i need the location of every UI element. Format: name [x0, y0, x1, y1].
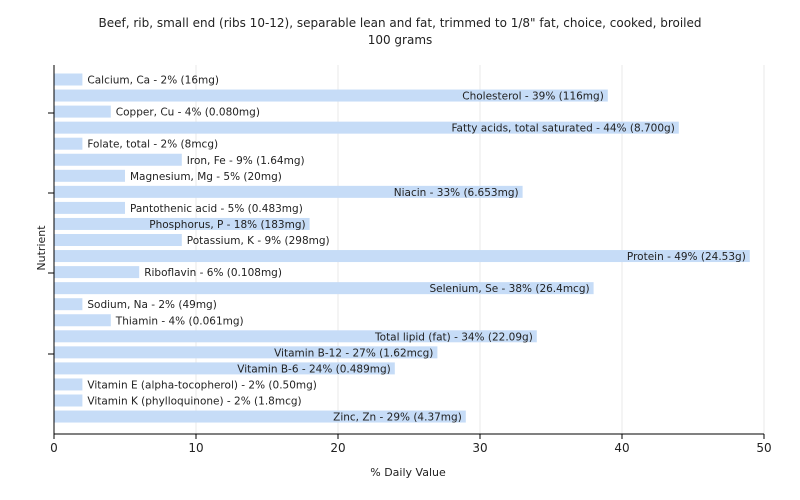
bar-label: Total lipid (fat) - 34% (22.09g) — [374, 331, 533, 343]
bar — [54, 137, 83, 150]
bar — [54, 217, 310, 230]
bar-label: Thiamin - 4% (0.061mg) — [115, 315, 244, 327]
bar-label: Cholesterol - 39% (116mg) — [462, 91, 604, 103]
bar-label: Phosphorus, P - 18% (183mg) — [149, 219, 305, 231]
chart-title: Beef, rib, small end (ribs 10-12), separ… — [98, 16, 701, 30]
bar — [54, 73, 83, 86]
x-tick-label: 0 — [50, 441, 58, 455]
y-axis-label: Nutrient — [35, 225, 48, 271]
bar — [54, 266, 140, 279]
x-tick-label: 40 — [614, 441, 629, 455]
x-tick-label: 50 — [756, 441, 771, 455]
bar-label: Calcium, Ca - 2% (16mg) — [87, 75, 219, 87]
x-tick-label: 20 — [330, 441, 345, 455]
bar — [54, 346, 438, 359]
bar — [54, 185, 523, 198]
bar — [54, 298, 83, 311]
bar-label: Vitamin K (phylloquinone) - 2% (1.8mcg) — [87, 396, 301, 408]
bar-label: Fatty acids, total saturated - 44% (8.70… — [451, 123, 674, 135]
x-tick-label: 30 — [472, 441, 487, 455]
bar-label: Sodium, Na - 2% (49mg) — [87, 299, 216, 311]
bar — [54, 394, 83, 407]
bar-label: Vitamin B-12 - 27% (1.62mcg) — [274, 347, 433, 359]
bar-label: Vitamin B-6 - 24% (0.489mg) — [237, 363, 391, 375]
bar — [54, 89, 608, 102]
bar — [54, 121, 679, 134]
bar — [54, 250, 750, 263]
bar-label: Magnesium, Mg - 5% (20mg) — [130, 171, 282, 183]
bar — [54, 282, 594, 295]
bar-label: Riboflavin - 6% (0.108mg) — [144, 267, 282, 279]
bar-label: Protein - 49% (24.53g) — [627, 251, 746, 263]
bar-label: Iron, Fe - 9% (1.64mg) — [187, 155, 305, 167]
bar-label: Niacin - 33% (6.653mg) — [394, 187, 519, 199]
bar-label: Potassium, K - 9% (298mg) — [187, 235, 330, 247]
bar-label: Copper, Cu - 4% (0.080mg) — [116, 107, 260, 119]
bar — [54, 410, 466, 423]
bar — [54, 378, 83, 391]
bar — [54, 169, 125, 182]
bar — [54, 362, 395, 375]
bar — [54, 314, 111, 327]
bar-label: Folate, total - 2% (8mcg) — [87, 139, 218, 151]
bar-label: Vitamin E (alpha-tocopherol) - 2% (0.50m… — [87, 379, 317, 391]
x-tick-label: 10 — [188, 441, 203, 455]
bar-label: Zinc, Zn - 29% (4.37mg) — [333, 412, 462, 424]
bar — [54, 201, 125, 214]
bar — [54, 153, 182, 166]
chart-subtitle: 100 grams — [368, 33, 433, 47]
plot-area: Calcium, Ca - 2% (16mg) Cholesterol - 39%… — [48, 65, 772, 455]
bar — [54, 234, 182, 246]
bar — [54, 330, 537, 343]
x-axis-label: % Daily Value — [370, 466, 446, 479]
bar — [54, 105, 111, 118]
bar-label: Pantothenic acid - 5% (0.483mg) — [130, 203, 303, 215]
bar-label: Selenium, Se - 38% (26.4mcg) — [429, 283, 589, 295]
